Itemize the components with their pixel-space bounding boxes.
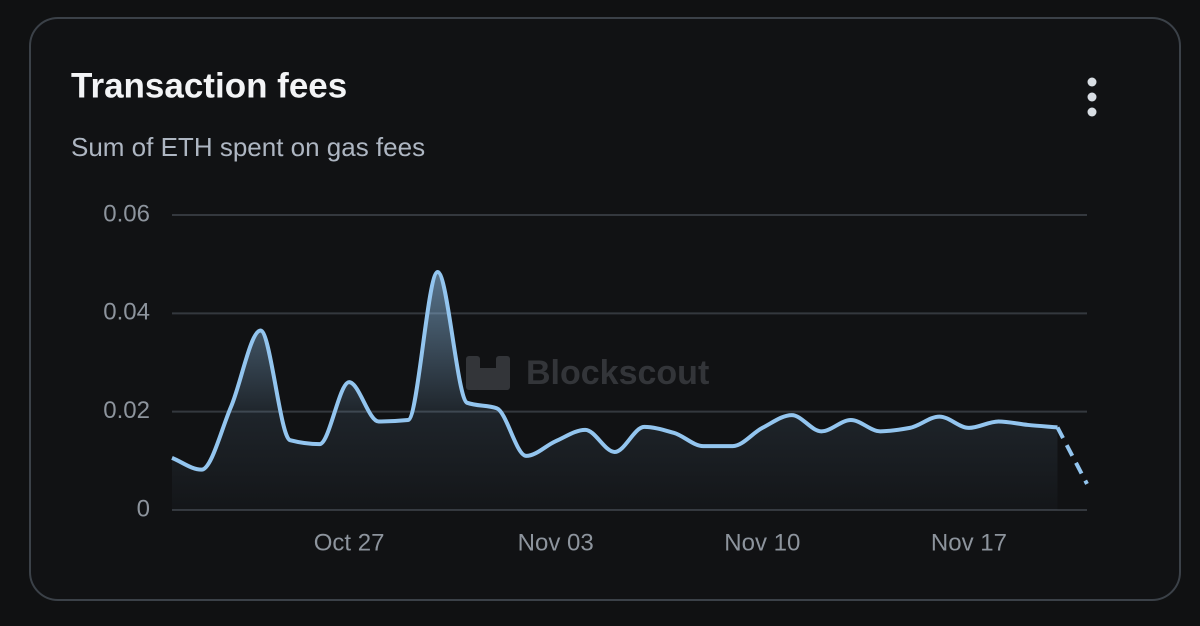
watermark: Blockscout bbox=[466, 354, 709, 392]
data-line bbox=[171, 270, 1058, 472]
chart-title: Transaction fees bbox=[71, 66, 347, 105]
x-tick-label: Nov 17 bbox=[931, 529, 1007, 556]
x-tick-label: Oct 27 bbox=[314, 529, 385, 556]
y-tick-label: 0.04 bbox=[103, 299, 150, 326]
x-tick-label: Nov 10 bbox=[724, 529, 800, 556]
card bbox=[29, 17, 1181, 601]
data-line-incomplete bbox=[1055, 426, 1089, 485]
y-tick-label: 0.02 bbox=[103, 397, 150, 424]
watermark-text: Blockscout bbox=[526, 354, 709, 392]
line-area bbox=[172, 272, 1058, 510]
x-tick-label: Nov 03 bbox=[518, 529, 594, 556]
y-tick-label: 0 bbox=[137, 495, 150, 522]
y-tick-label: 0.06 bbox=[103, 200, 150, 227]
menu-button[interactable] bbox=[1087, 77, 1097, 117]
chart-subtitle: Sum of ETH spent on gas fees bbox=[71, 132, 425, 162]
